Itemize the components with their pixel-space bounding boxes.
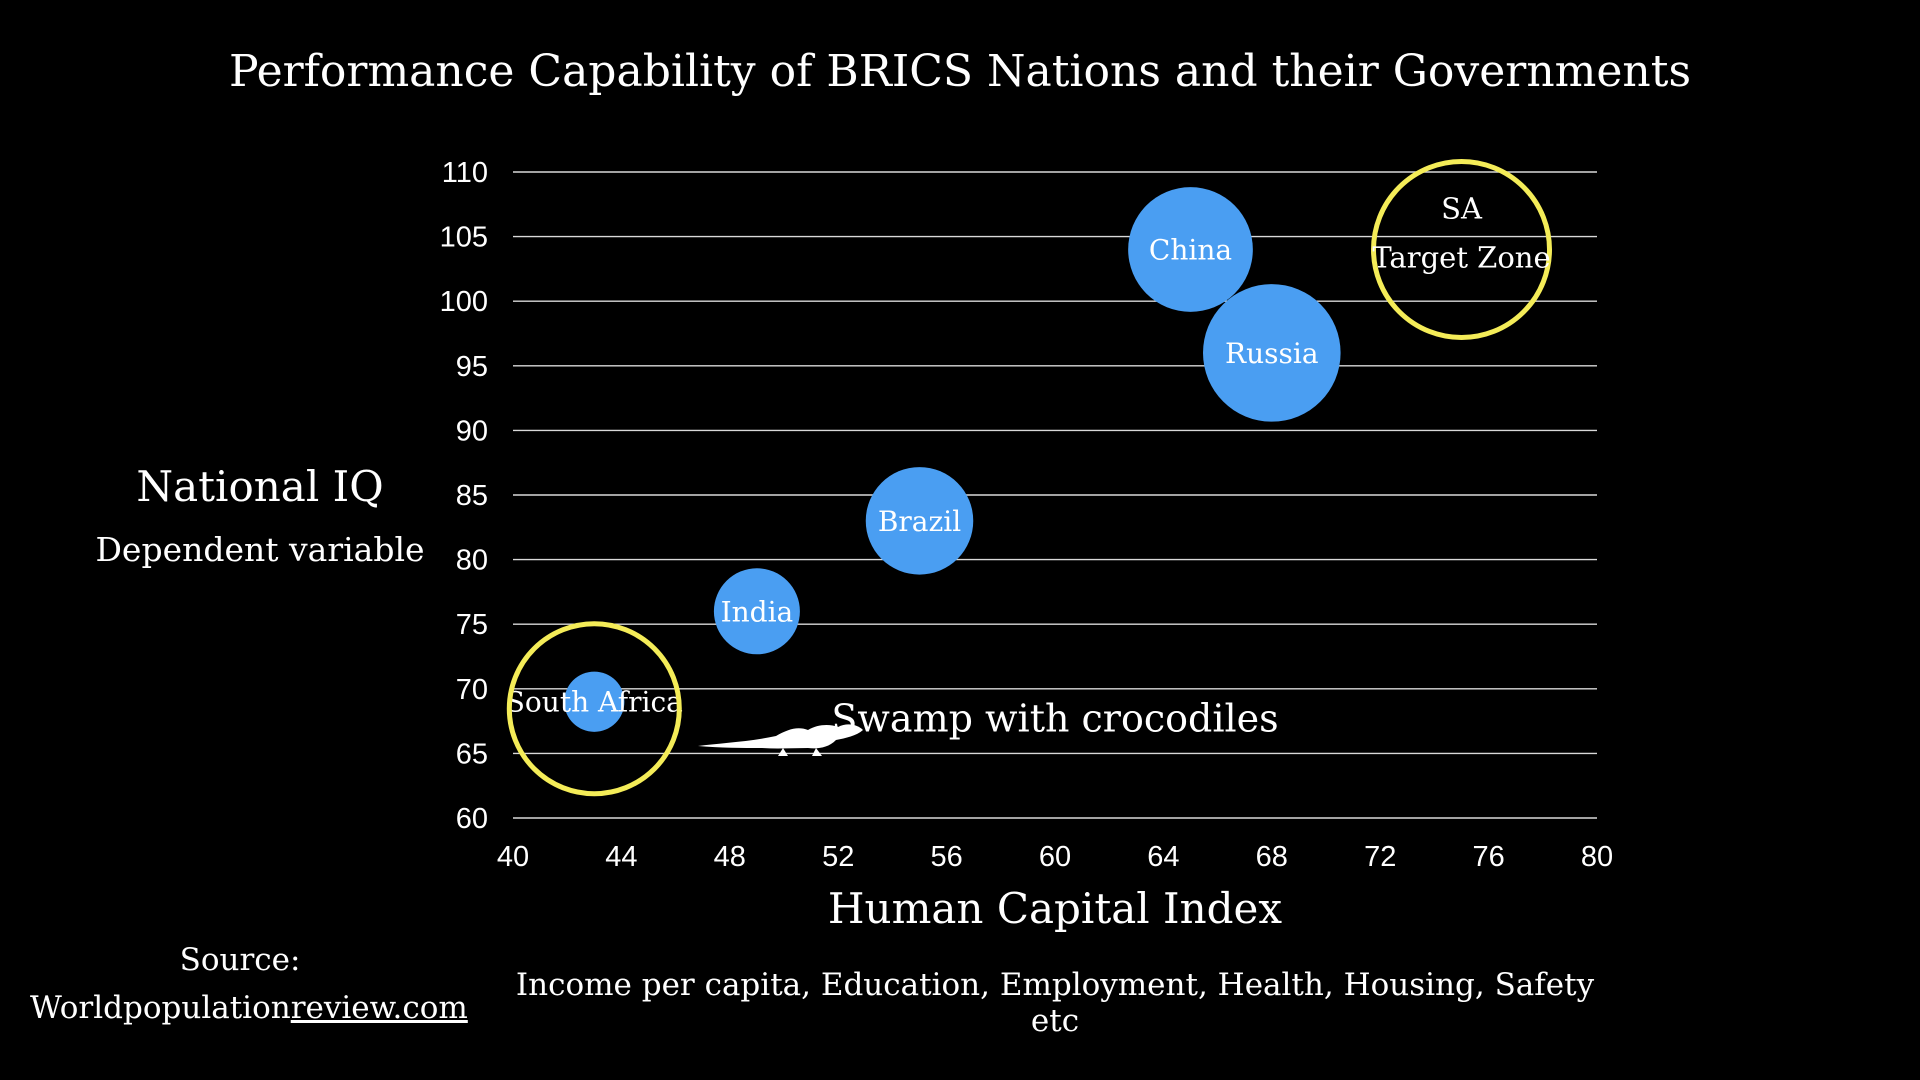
bubble-label-russia: Russia (1225, 337, 1319, 370)
y-tick-labels: 110 105 100 95 90 85 80 75 70 65 60 (440, 157, 488, 835)
source-site-link[interactable]: review.com (290, 990, 468, 1026)
y-tick-110: 110 (442, 157, 488, 189)
source-site: Worldpopulationreview.com (30, 990, 468, 1026)
target-zone-label-line1: SA (1441, 192, 1483, 226)
highlight-ring-south-africa (506, 621, 682, 797)
crocodile-body (698, 724, 863, 749)
y-axis-sublabel: Dependent variable (95, 530, 425, 569)
bubble-label-brazil: Brazil (878, 505, 961, 538)
y-tick-75: 75 (456, 609, 488, 641)
x-tick-52: 52 (822, 841, 854, 873)
bubble-label-china: China (1149, 234, 1232, 267)
y-tick-70: 70 (456, 674, 488, 706)
x-axis-label: Human Capital Index (827, 884, 1283, 933)
bubble-india (713, 568, 800, 655)
chart-title: Performance Capability of BRICS Nations … (228, 46, 1692, 97)
x-tick-60: 60 (1039, 841, 1071, 873)
swamp-annotation: Swamp with crocodiles (831, 697, 1278, 741)
x-axis-sublabel: Income per capita, Education, Employment… (515, 967, 1595, 1039)
x-tick-64: 64 (1147, 841, 1179, 873)
x-tick-56: 56 (930, 841, 962, 873)
y-tick-80: 80 (456, 545, 488, 577)
target-zone-label-line2: Target Zone (1372, 241, 1550, 275)
x-tick-80: 80 (1581, 841, 1613, 873)
y-tick-105: 105 (440, 222, 488, 254)
x-tick-44: 44 (605, 841, 637, 873)
bubble-china (1128, 187, 1253, 312)
source-site-prefix: Worldpopulation (30, 990, 291, 1026)
bubbles: South Africa India Brazil China Russia (506, 187, 1341, 732)
bubble-label-south-africa: South Africa (506, 686, 683, 719)
crocodile-icon (698, 724, 863, 756)
y-tick-95: 95 (456, 351, 488, 383)
bubble-russia (1203, 284, 1341, 422)
x-tick-labels: 40 44 48 52 56 60 64 68 72 76 80 (497, 841, 1613, 873)
source-label: Source: (179, 942, 301, 978)
x-tick-72: 72 (1364, 841, 1396, 873)
x-tick-40: 40 (497, 841, 529, 873)
target-zone-ring (1371, 159, 1552, 341)
y-tick-60: 60 (456, 803, 488, 835)
x-tick-48: 48 (714, 841, 746, 873)
gridlines (513, 171, 1597, 819)
y-tick-90: 90 (456, 415, 488, 447)
y-tick-85: 85 (456, 480, 488, 512)
y-axis-label: National IQ (136, 462, 384, 511)
annotations: SA Target Zone Swamp with crocodiles (506, 159, 1552, 797)
bubble-brazil (865, 467, 974, 575)
crocodile-leg-front (778, 748, 788, 756)
crocodile-leg-back (812, 748, 822, 756)
x-tick-76: 76 (1472, 841, 1504, 873)
bubble-south-africa (564, 671, 625, 732)
y-tick-100: 100 (440, 286, 488, 318)
x-tick-68: 68 (1256, 841, 1288, 873)
bubble-label-india: India (721, 595, 794, 628)
y-tick-65: 65 (456, 738, 488, 770)
